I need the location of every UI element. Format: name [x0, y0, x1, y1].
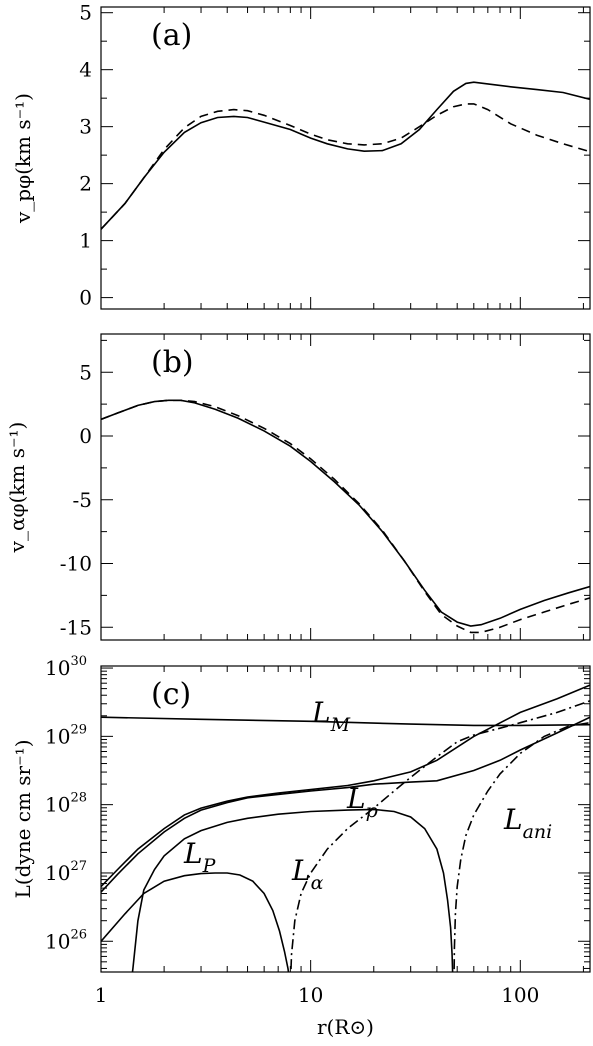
y-tick-label: 4: [79, 58, 92, 82]
x-tick-label: 10: [298, 983, 323, 1007]
y-tick-label: 0: [79, 424, 92, 448]
series-line-dashed: [101, 103, 590, 230]
panel-b: -15 -10 -5 0 5 (b) v_αφ(km s⁻¹): [5, 333, 591, 641]
y-tick-label: 1027: [45, 859, 87, 885]
panel-a: 0 1 2 3 4 5 (a) v_pφ(km s⁻¹): [11, 1, 591, 310]
curve-label: LM: [311, 696, 351, 736]
x-tick-label: 100: [501, 983, 539, 1007]
y-tick-label: 1030: [45, 654, 87, 680]
curve-label: Lani: [503, 803, 552, 843]
x-tick-label: 1: [95, 983, 108, 1007]
y-axis-label: L(dyne cm sr⁻¹): [11, 740, 35, 899]
y-tick-label: 1029: [45, 722, 87, 748]
y-tick-label: 1026: [45, 927, 87, 953]
plot-frame: [100, 333, 591, 641]
x-axis-label: r(R⊙): [317, 1015, 374, 1039]
series-line-L_ani: [290, 700, 590, 972]
y-axis-label: v_pφ(km s⁻¹): [11, 93, 35, 224]
y-tick-label: -10: [60, 552, 92, 576]
plot-frame: [100, 6, 591, 310]
series-line-dashed: [101, 399, 590, 634]
y-tick-label: 1: [79, 229, 92, 253]
curve-label: LP: [183, 837, 217, 877]
y-tick-label: -15: [60, 615, 92, 639]
y-tick-label: -5: [73, 488, 92, 512]
series-line-L_α: [131, 808, 454, 972]
panel-label: (b): [151, 345, 194, 380]
panel-c: 1026 1027 1028 1029 1030 (c) L(dyne cm sr⁻¹) LM…: [11, 654, 591, 1039]
y-tick-label: 3: [79, 115, 92, 139]
series-line-solid: [101, 81, 590, 230]
series-line-L_α: [101, 872, 290, 972]
y-tick-label: 0: [79, 286, 92, 310]
y-axis-label: v_αφ(km s⁻¹): [5, 422, 29, 554]
panel-label: (c): [151, 677, 191, 712]
series-line-L_ani: [453, 721, 590, 972]
plot-frame: [100, 665, 591, 973]
curve-label: Lp: [346, 782, 378, 822]
series-line-L_p: [101, 716, 590, 893]
y-tick-label: 2: [79, 172, 92, 196]
series-line-solid: [101, 399, 590, 627]
series-line-L_M: [101, 716, 590, 727]
y-tick-label: 1028: [45, 791, 87, 817]
panel-label: (a): [151, 18, 192, 53]
curve-label: Lα: [291, 854, 324, 894]
y-tick-label: 5: [79, 360, 92, 384]
y-tick-label: 5: [79, 1, 92, 25]
